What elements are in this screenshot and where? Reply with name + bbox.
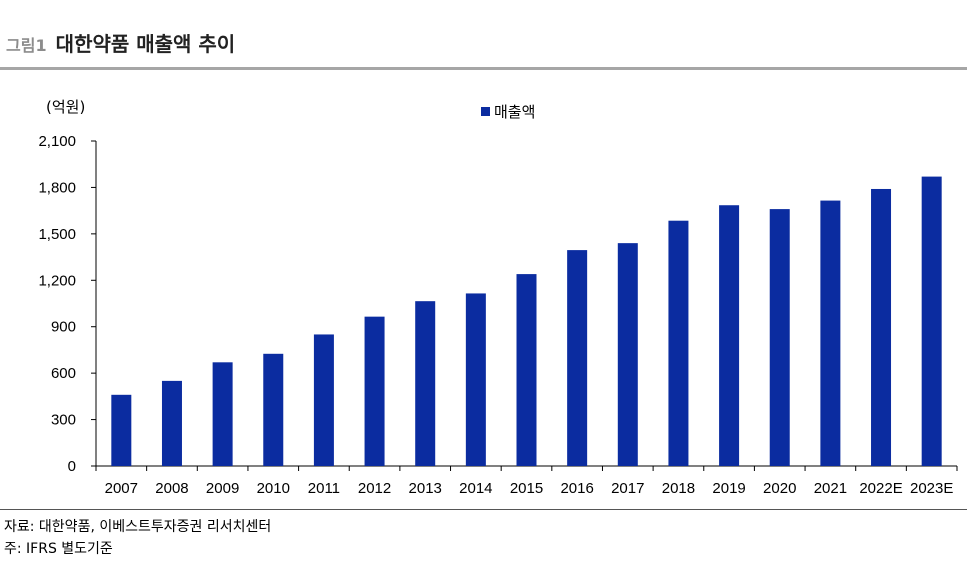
bar-2022E xyxy=(871,188,892,466)
source-note: 자료: 대한약품, 이베스트투자증권 리서치센터 xyxy=(4,519,272,535)
x-tick-label: 2009 xyxy=(206,480,239,497)
footer-divider xyxy=(0,509,967,510)
x-tick-label: 2018 xyxy=(662,480,695,497)
y-tick-label: 900 xyxy=(51,319,76,336)
x-tick-label: 2010 xyxy=(257,480,290,497)
x-tick-label: 2007 xyxy=(105,480,138,497)
header-divider xyxy=(0,67,967,70)
bar-2019 xyxy=(719,205,740,466)
figure-label: 그림1 xyxy=(6,36,47,55)
bar-2014 xyxy=(465,293,486,466)
legend-swatch xyxy=(481,107,490,116)
bar-2010 xyxy=(263,353,284,466)
bar-2013 xyxy=(415,301,436,466)
bar-chart: 0 300 600 900 1,200 1,500 1,800 2,100 2007 2008 20… xyxy=(38,103,958,497)
x-tick-label: 2015 xyxy=(510,480,543,497)
bar-2011 xyxy=(313,334,334,466)
bar-2020 xyxy=(769,209,790,466)
x-tick-label: 2019 xyxy=(712,480,745,497)
bar-2021 xyxy=(820,200,841,467)
y-tick-label: 0 xyxy=(68,458,76,475)
x-tick-label: 2013 xyxy=(409,480,442,497)
figure-title: 대한약품 매출액 추이 xyxy=(55,32,236,56)
y-tick-label: 1,500 xyxy=(38,226,76,243)
bar-2015 xyxy=(516,274,537,466)
bar-2007 xyxy=(111,394,132,466)
y-tick-label: 1,800 xyxy=(38,179,76,196)
x-tick-label: 2016 xyxy=(560,480,593,497)
x-tick-label: 2008 xyxy=(155,480,188,497)
x-tick-label: 2022E xyxy=(859,480,902,497)
x-tick-label: 2020 xyxy=(763,480,796,497)
x-tick-label: 2012 xyxy=(358,480,391,497)
y-tick-label: 2,100 xyxy=(38,133,76,150)
bar-2009 xyxy=(212,362,233,466)
y-tick-label: 300 xyxy=(51,412,76,429)
x-tick-label: 2023E xyxy=(910,480,953,497)
legend-label: 매출액 xyxy=(494,103,535,121)
bar-2008 xyxy=(161,380,182,466)
bar-2023E xyxy=(921,176,942,466)
x-tick-label: 2014 xyxy=(459,480,492,497)
x-tick-label: 2011 xyxy=(308,480,340,497)
bar-2018 xyxy=(668,220,689,466)
x-tick-label: 2017 xyxy=(611,480,644,497)
figure-header: 그림1 대한약품 매출액 추이 xyxy=(6,28,961,62)
bar-2012 xyxy=(364,316,385,466)
y-tick-label: 600 xyxy=(51,365,76,382)
bar-2016 xyxy=(567,250,588,466)
x-tick-label: 2021 xyxy=(814,480,847,497)
y-axis-unit-label: (억원) xyxy=(46,98,86,116)
bar-2017 xyxy=(617,243,638,466)
footnote: 주: IFRS 별도기준 xyxy=(4,541,113,557)
y-tick-label: 1,200 xyxy=(38,272,76,289)
